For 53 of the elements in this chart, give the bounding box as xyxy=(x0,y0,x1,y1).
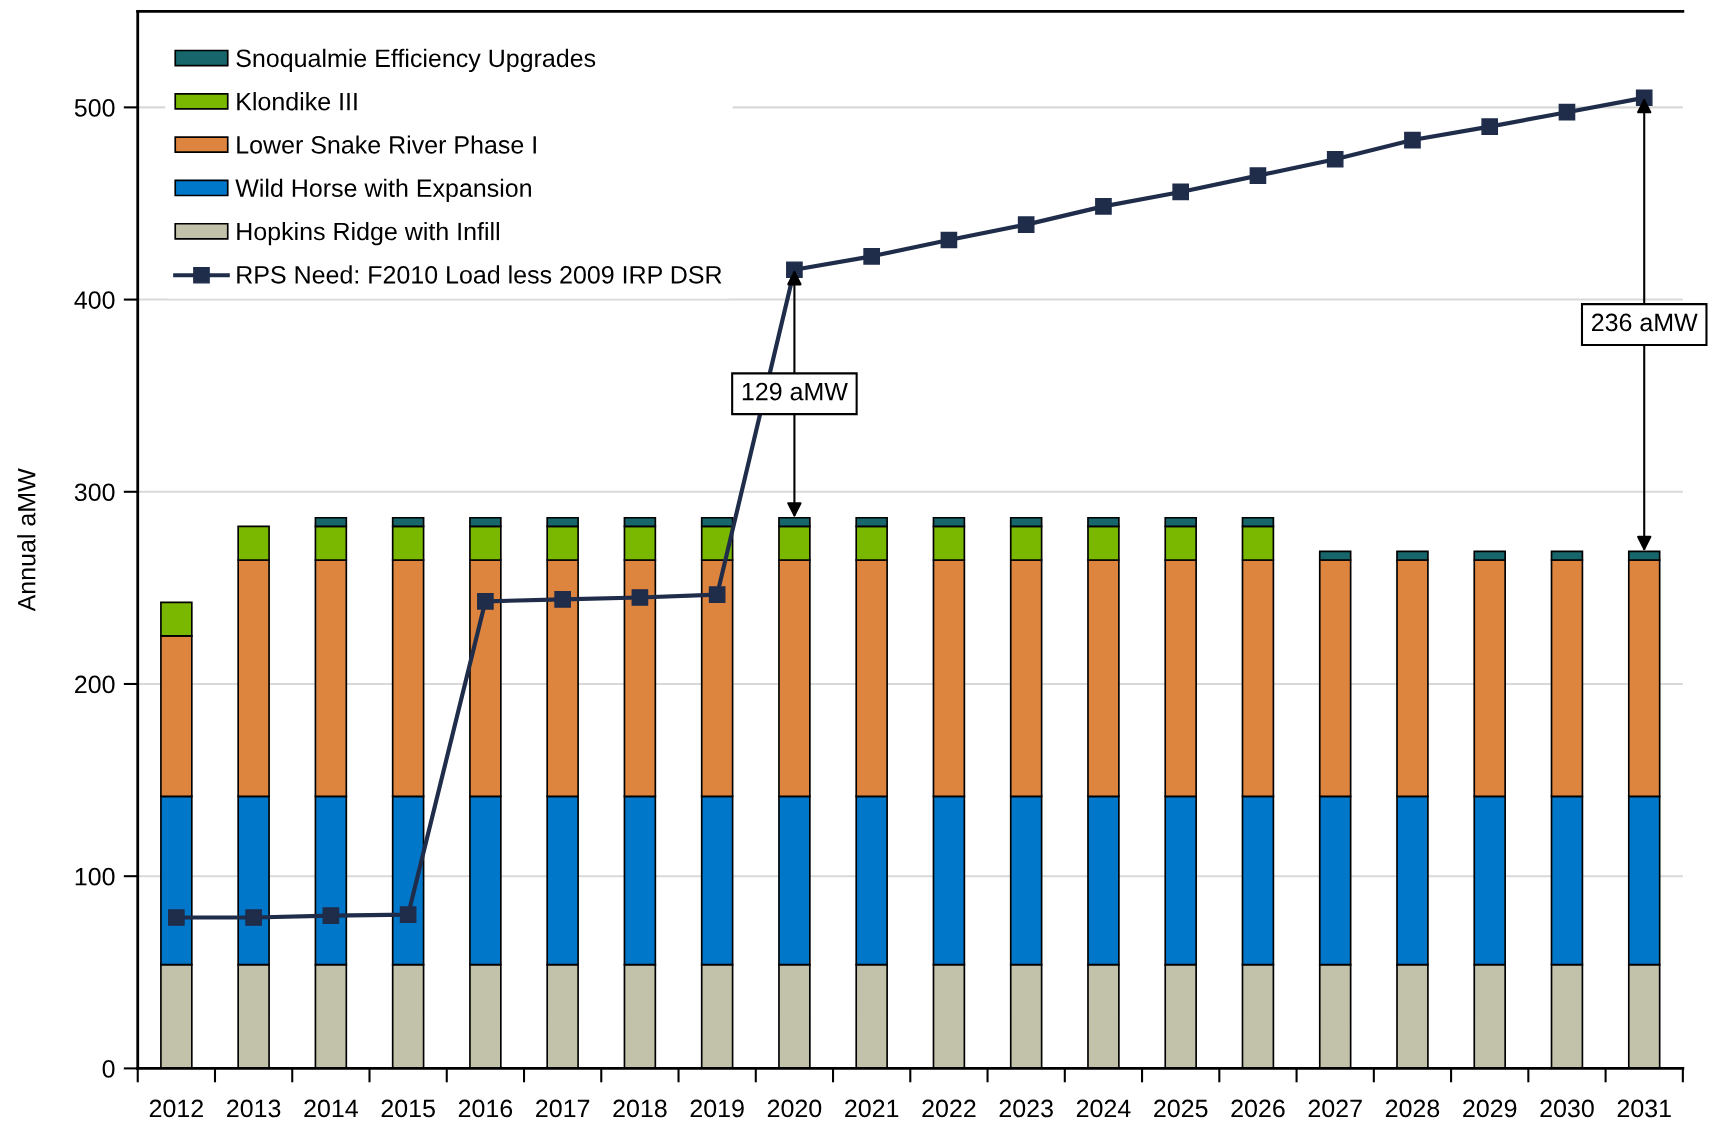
point xyxy=(631,589,649,606)
point xyxy=(554,591,571,608)
y-tick-label: 100 xyxy=(75,867,115,886)
x-tick-label: 2015 xyxy=(381,1099,435,1118)
x-tick-label: 2016 xyxy=(458,1099,513,1118)
x-tick-label: 2014 xyxy=(304,1099,358,1118)
y-tick-label: 200 xyxy=(75,675,115,694)
point xyxy=(708,586,726,603)
legend-label: Snoqualmie Efficiency Upgrades xyxy=(236,48,596,73)
legend-label: Hopkins Ridge with Infill xyxy=(237,221,499,246)
x-tick-label: 2027 xyxy=(1308,1099,1362,1118)
x-tick-label: 2029 xyxy=(1463,1099,1517,1118)
x-tick-label: 2020 xyxy=(767,1099,822,1118)
x-tick-label: 2030 xyxy=(1540,1099,1594,1118)
legend-label: Wild Horse with Expansion xyxy=(235,178,531,202)
y-tick-label: 400 xyxy=(74,291,115,309)
point xyxy=(322,907,340,924)
legend-label: Lower Snake River Phase I xyxy=(237,135,536,154)
x-tick-label: 2023 xyxy=(999,1099,1053,1118)
legend-label: Klondike III xyxy=(237,92,357,111)
x-tick-label: 2026 xyxy=(1231,1099,1285,1118)
x-tick-label: 2019 xyxy=(690,1099,744,1118)
x-tick-label: 2025 xyxy=(1154,1099,1208,1118)
point xyxy=(1558,103,1576,121)
x-tick-label: 2018 xyxy=(613,1099,667,1118)
point xyxy=(1404,131,1421,149)
point xyxy=(1017,216,1035,233)
point xyxy=(399,906,417,923)
point xyxy=(245,909,262,926)
point xyxy=(1249,167,1267,184)
point xyxy=(1326,150,1344,168)
y-tick-label: 500 xyxy=(74,98,115,117)
x-tick-label: 2022 xyxy=(922,1099,976,1118)
x-tick-label: 2028 xyxy=(1385,1099,1440,1118)
x-tick-label: 2013 xyxy=(227,1099,281,1118)
point xyxy=(168,909,185,926)
x-tick-label: 2031 xyxy=(1617,1099,1671,1118)
y-tick-label: 300 xyxy=(74,483,115,502)
y-axis-title: Annual aMW xyxy=(17,468,36,612)
point xyxy=(1481,118,1499,135)
point xyxy=(863,247,880,265)
point xyxy=(1172,183,1190,201)
point xyxy=(477,593,494,610)
point xyxy=(940,231,958,249)
y-tick-label: 0 xyxy=(102,1060,115,1078)
x-tick-label: 2012 xyxy=(149,1099,203,1118)
annotation: 129 aMW xyxy=(742,382,848,401)
x-tick-label: 2021 xyxy=(845,1099,899,1118)
point xyxy=(1095,198,1112,215)
x-tick-label: 2017 xyxy=(536,1099,590,1118)
x-tick-label: 2024 xyxy=(1076,1099,1131,1118)
legend-label: RPS Need: F2010 Load less 2009 IRP DSR xyxy=(237,265,722,284)
annotation: 236 aMW xyxy=(1591,313,1698,332)
